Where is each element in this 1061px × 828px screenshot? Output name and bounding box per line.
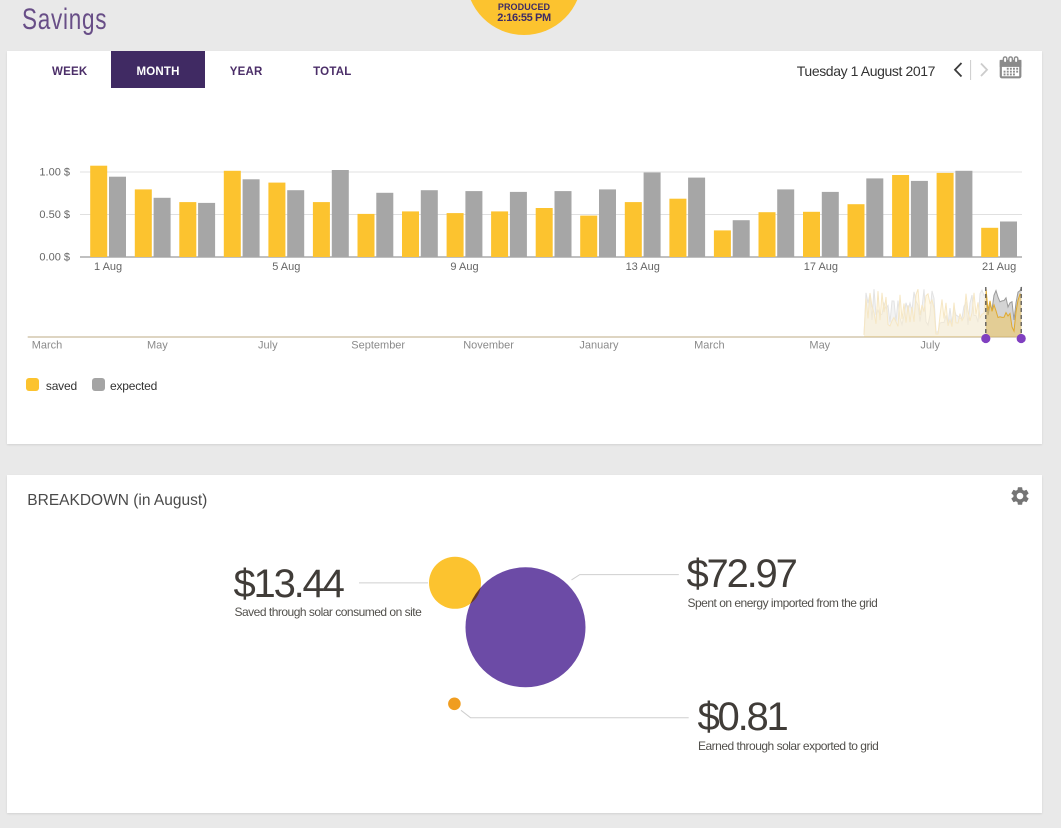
svg-text:0.00 $: 0.00 $ [39,252,70,264]
svg-text:17 Aug: 17 Aug [804,261,838,273]
svg-text:5 Aug: 5 Aug [272,261,300,273]
svg-text:May: May [147,340,168,352]
svg-text:1 Aug: 1 Aug [94,261,122,273]
svg-text:March: March [694,340,725,352]
svg-text:September: September [351,340,405,352]
svg-text:21 Aug: 21 Aug [982,261,1016,273]
svg-text:9 Aug: 9 Aug [450,261,478,273]
svg-text:July: July [258,340,278,352]
svg-text:1.00 $: 1.00 $ [39,167,70,179]
svg-text:May: May [809,340,830,352]
svg-text:July: July [920,340,940,352]
svg-text:March: March [32,340,63,352]
svg-text:13 Aug: 13 Aug [626,261,660,273]
svg-text:0.50 $: 0.50 $ [39,209,70,221]
svg-text:January: January [579,340,619,352]
svg-text:November: November [463,340,514,352]
